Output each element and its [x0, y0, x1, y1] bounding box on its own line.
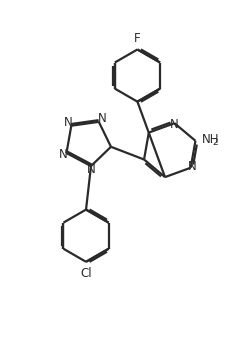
Text: N: N — [58, 148, 67, 161]
Text: 2: 2 — [213, 137, 218, 147]
Text: Cl: Cl — [80, 267, 92, 280]
Text: F: F — [134, 32, 141, 45]
Text: N: N — [188, 160, 196, 173]
Text: N: N — [98, 113, 106, 125]
Text: NH: NH — [202, 133, 219, 146]
Text: N: N — [86, 163, 95, 176]
Text: N: N — [64, 116, 73, 129]
Text: N: N — [170, 118, 179, 131]
